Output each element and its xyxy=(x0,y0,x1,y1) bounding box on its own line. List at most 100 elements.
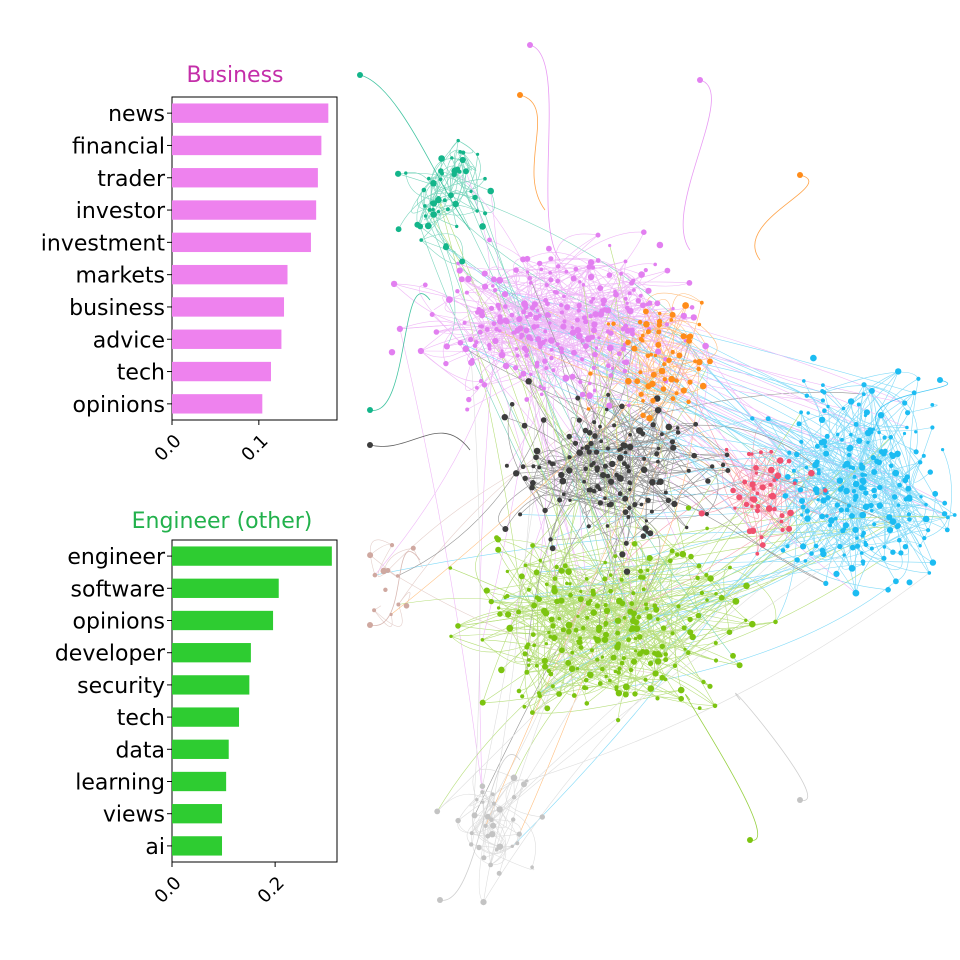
network-edge xyxy=(604,497,670,511)
network-edge xyxy=(605,624,717,661)
network-node xyxy=(655,617,660,622)
network-edge xyxy=(589,470,628,572)
network-edge xyxy=(694,324,718,362)
network-edge xyxy=(638,300,754,531)
network-node xyxy=(656,481,660,485)
network-edge xyxy=(485,547,853,827)
network-node xyxy=(755,504,761,509)
network-node xyxy=(581,625,586,631)
network-node xyxy=(456,138,460,143)
network-node xyxy=(449,634,453,638)
network-node xyxy=(588,440,594,447)
network-node xyxy=(753,465,759,471)
network-edge xyxy=(528,578,587,666)
network-node xyxy=(562,374,570,382)
network-edge xyxy=(629,475,669,501)
network-node xyxy=(810,354,817,362)
network-node xyxy=(705,598,709,602)
network-node xyxy=(921,453,926,458)
network-edge xyxy=(706,461,818,576)
network-node xyxy=(525,314,529,319)
network-node xyxy=(617,454,624,462)
network-edge xyxy=(797,559,889,591)
network-node xyxy=(823,444,828,449)
network-node xyxy=(860,533,865,538)
network-node xyxy=(497,611,503,617)
network-node xyxy=(530,543,535,548)
network-node xyxy=(518,375,522,379)
network-edge xyxy=(464,281,690,324)
network-edges xyxy=(369,140,955,903)
network-node xyxy=(568,592,573,598)
category-label: investor xyxy=(76,199,166,224)
network-node xyxy=(882,435,887,440)
network-edge xyxy=(582,394,866,476)
network-node xyxy=(529,484,535,491)
network-node xyxy=(498,329,502,333)
network-edge xyxy=(825,425,908,447)
network-node xyxy=(821,383,825,387)
network-edge xyxy=(616,601,737,688)
network-node xyxy=(530,710,535,715)
network-node xyxy=(663,677,668,682)
network-node xyxy=(882,545,887,549)
network-node xyxy=(558,471,565,479)
network-node xyxy=(634,649,638,653)
network-edge xyxy=(524,478,609,506)
network-node xyxy=(632,502,638,508)
network-node xyxy=(897,482,902,488)
network-edge xyxy=(577,571,628,617)
network-edge xyxy=(419,226,524,467)
network-node xyxy=(530,480,536,486)
network-node xyxy=(631,616,636,620)
network-node xyxy=(560,627,566,633)
network-node xyxy=(604,407,609,412)
network-node xyxy=(747,837,753,843)
network-edge xyxy=(487,329,552,359)
network-node xyxy=(842,463,847,469)
network-node xyxy=(539,267,544,272)
network-node xyxy=(914,430,918,434)
network-node xyxy=(590,591,597,597)
network-node xyxy=(796,421,802,427)
network-edge xyxy=(633,560,671,594)
network-node xyxy=(660,625,667,631)
network-node xyxy=(785,544,790,549)
network-edge xyxy=(565,565,753,625)
network-node xyxy=(676,604,681,609)
network-node xyxy=(576,417,582,423)
network-edge xyxy=(436,170,478,216)
network-node xyxy=(389,543,395,548)
network-edge xyxy=(594,261,626,325)
network-node xyxy=(600,297,607,304)
bar-opinions xyxy=(172,394,263,414)
network-node xyxy=(537,465,542,470)
network-node xyxy=(500,349,504,353)
network-node xyxy=(669,318,674,322)
network-edge xyxy=(550,584,747,637)
network-node xyxy=(667,558,673,564)
network-edge xyxy=(873,471,892,531)
network-node xyxy=(646,555,653,562)
network-node xyxy=(755,551,760,556)
network-node xyxy=(414,221,421,228)
network-node xyxy=(653,353,658,358)
network-node xyxy=(804,515,811,522)
network-node xyxy=(613,289,617,294)
network-node xyxy=(582,479,586,484)
network-node xyxy=(654,658,662,665)
network-node xyxy=(772,506,777,512)
network-edge xyxy=(640,571,716,706)
network-node xyxy=(534,360,540,366)
network-node xyxy=(602,576,608,582)
network-node xyxy=(856,402,861,407)
network-edge xyxy=(639,480,669,501)
network-node xyxy=(638,271,645,278)
network-node xyxy=(489,817,494,822)
network-node xyxy=(643,677,648,682)
network-node xyxy=(680,333,687,340)
network-edge xyxy=(586,567,731,704)
network-node xyxy=(874,458,880,464)
network-node xyxy=(595,657,600,662)
category-label: tech xyxy=(117,361,165,386)
